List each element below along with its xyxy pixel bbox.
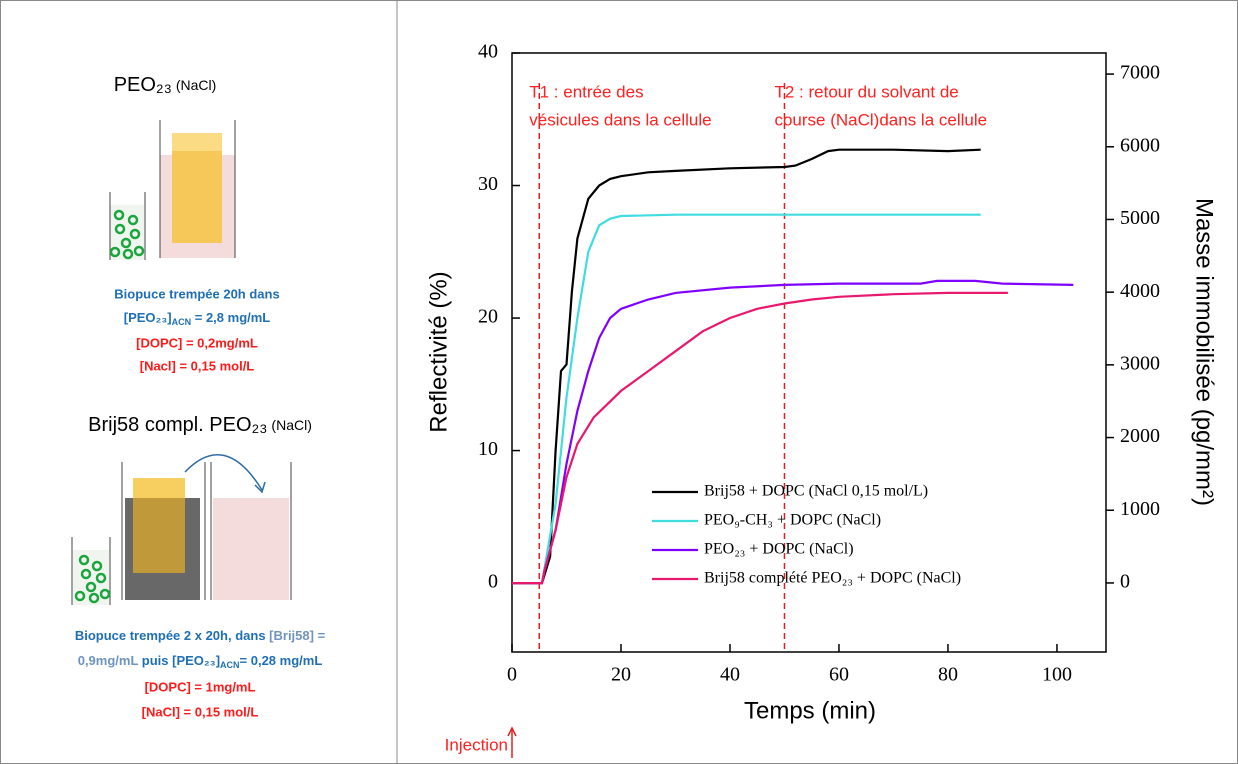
- y-tick-label: 20: [478, 306, 498, 328]
- y2-tick-label: 4000: [1120, 280, 1160, 302]
- series-line: [512, 148, 981, 585]
- subscript: ACN: [172, 317, 192, 327]
- legend-label: PEO₂₃ + DOPC (NaCl): [704, 541, 854, 558]
- title: PEO₂₃: [114, 74, 172, 96]
- text: = 2,8 mg/mL: [191, 310, 270, 325]
- y2-tick-label: 5000: [1120, 207, 1160, 229]
- x-axis-label: Temps (min): [744, 697, 876, 724]
- y-axis-label: Reflectivité (%): [425, 271, 452, 432]
- x-tick-label: 100: [1042, 664, 1072, 686]
- y2-tick-label: 3000: [1120, 352, 1160, 374]
- text: [PEO₂₃]: [124, 310, 172, 325]
- x-tick-label: 80: [938, 664, 958, 686]
- text: 0,9mg/mL: [78, 653, 139, 668]
- y-tick-label: 10: [478, 438, 498, 460]
- annotation: T1 : entrée des: [529, 82, 643, 101]
- x-tick-label: 60: [829, 664, 849, 686]
- subscript: ACN: [220, 660, 240, 670]
- y2-tick-label: 7000: [1120, 62, 1160, 84]
- annotation: vésicules dans la cellule: [529, 110, 711, 129]
- title: Brij58 compl. PEO₂₃: [88, 414, 267, 436]
- y2-axis-label: Masse immobilisée (pg/mm²): [1191, 198, 1218, 506]
- text: [PEO₂₃]: [172, 653, 220, 668]
- legend-label: PEO₉-CH₃ + DOPC (NaCl): [704, 512, 881, 529]
- beaker-diagram: [71, 454, 292, 605]
- y-tick-label: 30: [478, 173, 498, 195]
- condition: Biopuce trempée 2 x 20h, dans [Brij58] =: [75, 628, 326, 643]
- chart: Temps (min) Reflectivité (%) Masse immob…: [425, 41, 1218, 758]
- condition: [DOPC] = 1mg/mL: [145, 679, 256, 694]
- y2-tick-label: 0: [1120, 571, 1130, 593]
- x-tick-label: 0: [507, 664, 517, 686]
- text: [Brij58] =: [269, 628, 325, 643]
- condition: [PEO₂₃]ACN = 2,8 mg/mL: [124, 310, 271, 327]
- y2-tick-label: 1000: [1120, 498, 1160, 520]
- y2-tick-label: 2000: [1120, 425, 1160, 447]
- x-tick-label: 20: [611, 664, 631, 686]
- annotation: course (NaCl)dans la cellule: [774, 110, 987, 129]
- panel-title: PEO₂₃ (NaCl): [114, 74, 217, 96]
- text: Biopuce trempée 2 x 20h, dans: [75, 628, 269, 643]
- legend-label: Brij58 + DOPC (NaCl 0,15 mol/L): [704, 483, 928, 500]
- beaker-diagram: [109, 120, 236, 260]
- condition: Biopuce trempée 20h dans: [114, 286, 279, 301]
- y-tick-label: 40: [478, 41, 498, 63]
- title-suffix: (NaCl): [271, 417, 311, 433]
- y2-tick-label: 6000: [1120, 134, 1160, 156]
- condition: [DOPC] = 0,2mg/mL: [136, 335, 258, 350]
- legend-label: Brij58 complété PEO₂₃ + DOPC (NaCl): [704, 570, 961, 587]
- condition: [Nacl] = 0,15 mol/L: [140, 358, 255, 373]
- condition: 0,9mg/mL puis [PEO₂₃]ACN= 0,28 mg/mL: [78, 653, 323, 670]
- text: puis: [138, 653, 172, 668]
- series-line: [512, 291, 1008, 585]
- condition: [NaCl] = 0,15 mol/L: [142, 704, 259, 719]
- text: = 0,28 mg/mL: [240, 653, 323, 668]
- panel-title: Brij58 compl. PEO₂₃ (NaCl): [88, 414, 312, 436]
- annotation: Injection: [445, 735, 508, 754]
- title-suffix: (NaCl): [176, 77, 216, 93]
- annotation: T2 : retour du solvant de: [774, 82, 958, 101]
- plot-frame: [511, 52, 1107, 653]
- y-tick-label: 0: [488, 571, 498, 593]
- x-tick-label: 40: [720, 664, 740, 686]
- series-line: [512, 213, 981, 585]
- arrow-head: [507, 726, 517, 737]
